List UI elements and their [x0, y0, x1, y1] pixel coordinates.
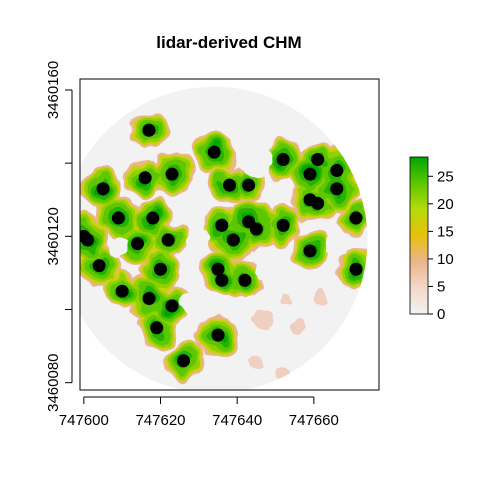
colorbar-tick-label-1: 5: [437, 278, 445, 295]
tree-top-point-2: [276, 152, 290, 166]
tree-top-point-15: [146, 211, 160, 225]
tree-top-point-27: [92, 259, 106, 273]
bare-patch-8: [325, 232, 349, 256]
low-veg-13: [290, 319, 305, 334]
y-tick-label-4: 3460160: [45, 61, 62, 119]
tree-top-point-4: [330, 163, 344, 177]
low-veg-11: [280, 295, 292, 306]
tree-top-point-36: [150, 321, 164, 335]
tree-top-point-20: [349, 211, 363, 225]
x-tick-label-0: 747600: [59, 412, 109, 429]
bare-patch-5: [91, 140, 115, 164]
bare-patch-14: [310, 341, 333, 365]
y-tick-label-0: 3460080: [45, 353, 62, 411]
tree-top-point-37: [211, 328, 225, 342]
x-axis: 747600 747620 747640 747660: [59, 396, 339, 429]
colorbar-tick-label-5: 25: [437, 168, 454, 185]
tree-top-point-24: [226, 233, 240, 247]
colorbar-gradient: [409, 156, 429, 315]
low-veg-14: [319, 350, 330, 361]
tree-top-point-13: [311, 196, 325, 210]
colorbar-tick-label-2: 10: [437, 251, 454, 268]
colorbar-tick-label-4: 20: [437, 196, 454, 213]
bare-patch-9: [256, 253, 287, 285]
bare-patch-4: [313, 100, 345, 131]
bare-patch-1: [241, 147, 272, 179]
tree-top-point-23: [161, 233, 175, 247]
tree-top-point-7: [165, 167, 179, 181]
bare-patch-7: [108, 237, 128, 257]
bare-patch-0: [187, 184, 211, 208]
chart-title: lidar-derived CHM: [156, 33, 301, 52]
tree-top-point-0: [142, 123, 156, 137]
colorbar-tick-label-3: 15: [437, 223, 454, 240]
tree-top-point-3: [311, 152, 325, 166]
bare-patch-18: [179, 290, 203, 314]
tree-top-point-29: [211, 262, 225, 276]
tree-top-point-14: [111, 211, 125, 225]
tree-top-point-38: [177, 354, 190, 368]
tree-top-point-35: [165, 299, 179, 313]
y-axis: 3460080 3460120 3460160: [45, 61, 73, 412]
bare-patch-6: [187, 228, 211, 252]
tree-top-point-31: [238, 273, 252, 287]
x-tick-label-2: 747640: [212, 412, 262, 429]
chm-raster: [80, 86, 368, 390]
bare-patch-2: [172, 100, 211, 139]
tree-top-point-10: [242, 178, 256, 192]
y-tick-label-2: 3460120: [45, 207, 62, 265]
tree-top-point-32: [349, 262, 363, 276]
tree-top-point-6: [138, 171, 152, 185]
tree-top-point-34: [142, 292, 156, 306]
low-veg-16: [248, 355, 263, 370]
bare-patch-3: [244, 96, 276, 128]
low-veg-12: [252, 308, 274, 330]
tree-top-point-19: [276, 218, 290, 232]
colorbar-ticks: 0 5 10 15 20 25: [428, 168, 454, 323]
tree-top-points: [80, 123, 363, 368]
tree-top-point-8: [96, 182, 110, 196]
tree-top-point-11: [330, 182, 344, 196]
tree-top-point-1: [207, 145, 221, 159]
colorbar-legend: 0 5 10 15 20 25: [409, 156, 454, 323]
tree-top-point-30: [215, 273, 229, 287]
low-veg-17: [275, 366, 290, 381]
tree-top-point-26: [303, 244, 317, 258]
tree-top-point-33: [115, 284, 129, 298]
tree-top-point-9: [223, 178, 236, 192]
colorbar-tick-label-0: 0: [437, 306, 445, 323]
tree-top-point-5: [303, 167, 317, 181]
x-tick-label-3: 747660: [289, 412, 339, 429]
low-veg-10: [313, 289, 328, 304]
tree-top-point-25: [131, 237, 144, 251]
tree-top-point-22: [81, 233, 95, 247]
tree-top-point-28: [154, 262, 167, 276]
bare-patch-15: [83, 305, 107, 329]
plot-frame: [79, 78, 380, 391]
tree-top-point-18: [249, 222, 263, 236]
x-tick-label-1: 747620: [135, 412, 185, 429]
tree-top-point-16: [215, 218, 229, 232]
